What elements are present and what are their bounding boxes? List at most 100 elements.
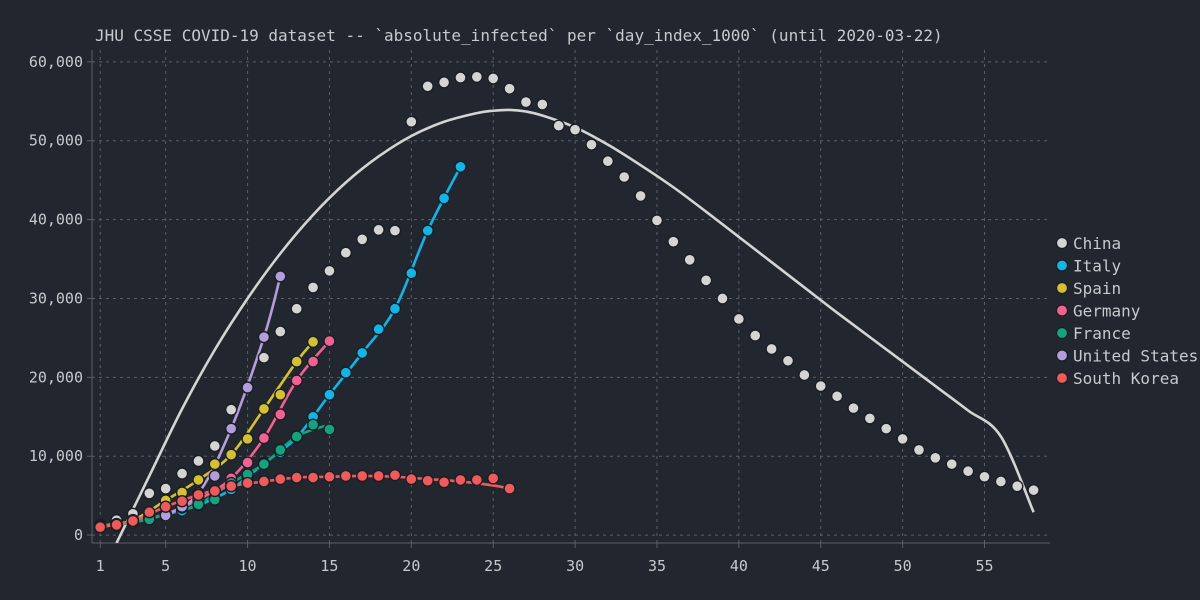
data-point-south-korea <box>93 521 107 534</box>
data-point-south-korea <box>110 518 123 532</box>
data-point-china <box>749 329 762 342</box>
data-point-china <box>290 302 303 315</box>
data-point-italy <box>437 192 451 205</box>
data-point-south-korea <box>421 474 434 487</box>
data-point-south-korea <box>388 468 402 482</box>
data-point-china <box>437 76 451 89</box>
y-tick-label: 30,000 <box>29 289 83 307</box>
data-point-china <box>601 155 615 168</box>
data-point-china <box>339 246 353 259</box>
data-point-spain <box>224 448 238 461</box>
legend-marker-italy <box>1055 259 1069 272</box>
x-tick-label: 10 <box>239 557 257 575</box>
data-point-united-states <box>224 422 238 435</box>
data-point-china <box>863 412 877 425</box>
data-point-china <box>536 98 549 111</box>
data-point-china <box>781 354 795 367</box>
data-point-france <box>306 418 320 431</box>
data-point-china <box>274 325 287 338</box>
data-point-spain <box>208 457 222 471</box>
x-tick-label: 30 <box>566 557 584 575</box>
data-point-china <box>192 454 205 468</box>
data-point-china <box>634 189 647 203</box>
data-point-china <box>306 281 320 294</box>
data-point-china <box>929 451 942 465</box>
data-point-china <box>667 235 680 248</box>
x-tick-label: 35 <box>648 557 666 575</box>
data-point-china <box>372 223 385 237</box>
data-point-south-korea <box>290 471 303 484</box>
data-point-china <box>618 170 631 184</box>
data-point-china <box>356 233 369 246</box>
data-point-china <box>716 292 729 305</box>
legend-marker-spain <box>1055 281 1069 295</box>
data-point-south-korea <box>274 472 287 486</box>
data-point-china <box>175 467 189 480</box>
data-point-south-korea <box>208 484 222 498</box>
legend-label-united-states: United States <box>1073 347 1198 366</box>
data-point-china <box>847 401 860 415</box>
data-point-china <box>683 253 696 267</box>
data-point-south-korea <box>487 472 500 485</box>
data-point-china <box>323 264 336 278</box>
x-tick-label: 25 <box>484 557 502 575</box>
data-point-germany <box>241 456 254 469</box>
data-point-italy <box>356 346 369 360</box>
data-point-france <box>323 423 336 436</box>
x-tick-label: 40 <box>730 557 748 575</box>
data-point-france <box>290 430 303 443</box>
data-point-china <box>388 224 402 237</box>
x-tick-label: 50 <box>894 557 912 575</box>
x-tick-label: 20 <box>402 557 420 575</box>
data-point-south-korea <box>257 475 271 488</box>
data-point-china <box>405 115 418 128</box>
chart-title: JHU CSSE COVID-19 dataset -- `absolute_i… <box>95 26 943 45</box>
data-point-spain <box>290 355 303 368</box>
x-tick-label: 15 <box>320 557 338 575</box>
data-point-south-korea <box>437 476 451 489</box>
data-point-south-korea <box>405 472 418 486</box>
data-point-france <box>274 443 287 457</box>
data-point-china <box>1011 480 1024 493</box>
data-point-south-korea <box>454 473 467 487</box>
data-point-italy <box>339 366 353 379</box>
y-tick-label: 0 <box>74 526 83 544</box>
data-point-south-korea <box>372 469 385 483</box>
data-point-south-korea <box>503 482 516 495</box>
data-point-italy <box>372 323 385 336</box>
data-point-italy <box>454 160 467 173</box>
data-point-spain <box>241 432 254 446</box>
data-point-china <box>1027 483 1040 497</box>
data-point-china <box>945 457 958 471</box>
data-point-china <box>585 138 598 151</box>
data-point-china <box>765 342 778 356</box>
data-point-south-korea <box>470 473 484 487</box>
plot-area <box>93 70 1040 543</box>
data-point-china <box>912 443 926 457</box>
data-point-spain <box>306 335 320 349</box>
data-point-south-korea <box>323 470 336 483</box>
data-point-united-states <box>257 330 271 344</box>
data-point-china <box>814 379 827 393</box>
data-point-south-korea <box>339 469 353 483</box>
data-point-south-korea <box>241 476 254 490</box>
data-point-china <box>552 119 565 132</box>
legend-label-south-korea: South Korea <box>1073 369 1179 388</box>
data-point-china <box>257 351 271 364</box>
legend-marker-south-korea <box>1055 371 1069 385</box>
data-point-south-korea <box>306 471 320 484</box>
data-point-united-states <box>274 270 287 283</box>
data-point-china <box>470 70 484 84</box>
y-tick-label: 20,000 <box>29 368 83 386</box>
x-tick-label: 45 <box>812 557 830 575</box>
data-point-germany <box>323 334 336 348</box>
x-tick-label: 55 <box>975 557 993 575</box>
data-point-south-korea <box>192 488 205 502</box>
data-point-china <box>650 214 664 227</box>
data-point-france <box>257 457 271 471</box>
data-point-china <box>487 72 500 85</box>
data-point-italy <box>388 302 402 315</box>
data-point-south-korea <box>175 494 189 508</box>
legend-label-spain: Spain <box>1073 279 1121 298</box>
